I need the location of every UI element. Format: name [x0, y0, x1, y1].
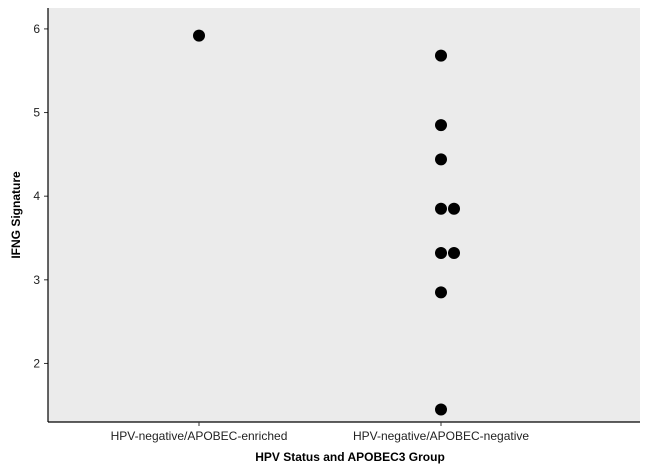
- x-tick-label: HPV-negative/APOBEC-enriched: [111, 429, 288, 443]
- plot-panel: [48, 8, 640, 422]
- x-tick-label: HPV-negative/APOBEC-negative: [353, 429, 529, 443]
- data-point: [435, 286, 447, 299]
- data-point: [435, 153, 447, 166]
- data-point: [448, 247, 460, 260]
- data-point: [435, 49, 447, 62]
- y-tick-label: 6: [33, 22, 40, 36]
- data-point: [435, 119, 447, 132]
- x-axis-ticks: HPV-negative/APOBEC-enriched HPV-negative…: [111, 422, 529, 443]
- data-point: [435, 247, 447, 260]
- data-points: [193, 29, 460, 416]
- y-tick-label: 4: [33, 189, 40, 203]
- data-point: [435, 403, 447, 416]
- x-axis-title: HPV Status and APOBEC3 Group: [255, 450, 445, 464]
- data-point: [193, 29, 205, 42]
- data-point: [448, 202, 460, 215]
- y-axis-title: IFNG Signature: [9, 171, 23, 259]
- y-tick-label: 3: [33, 273, 40, 287]
- y-tick-label: 2: [33, 356, 40, 370]
- y-axis-ticks: 2 3 4 5 6: [33, 22, 48, 370]
- y-tick-label: 5: [33, 106, 40, 120]
- data-point: [435, 202, 447, 215]
